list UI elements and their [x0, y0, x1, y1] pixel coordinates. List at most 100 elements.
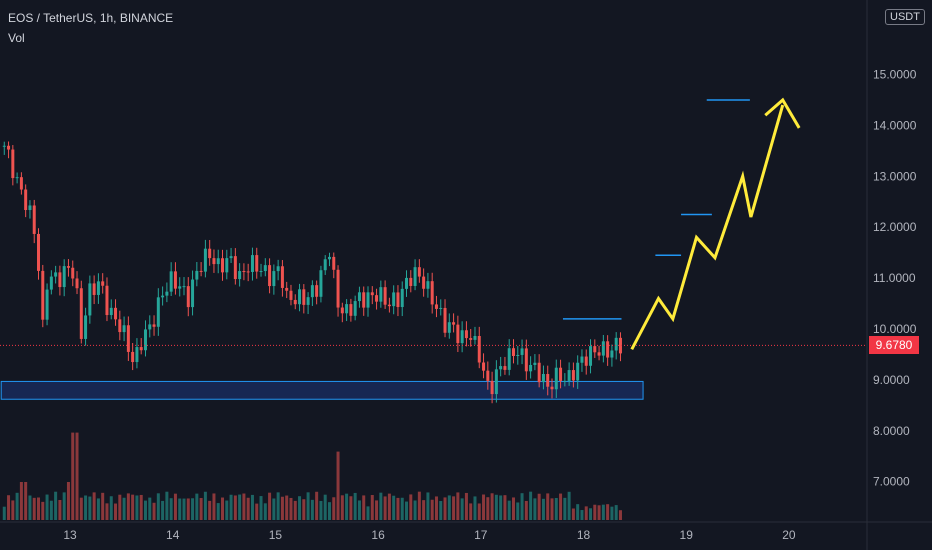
candle-body	[370, 292, 374, 296]
candle-body	[375, 295, 379, 302]
candle-body	[584, 356, 588, 366]
candle-body	[357, 292, 361, 302]
candle-body	[482, 362, 486, 371]
volume-bar	[298, 496, 302, 520]
volume-bar	[550, 498, 554, 520]
volume-bar	[15, 492, 19, 520]
candle-body	[546, 374, 550, 387]
candle-body	[208, 248, 212, 259]
candle-body	[88, 283, 92, 316]
volume-bar	[422, 500, 426, 520]
candle-body	[255, 255, 259, 272]
volume-bar	[221, 497, 225, 520]
candle-body	[19, 177, 23, 190]
volume-indicator-label[interactable]: Vol	[8, 31, 25, 45]
candle-body	[554, 367, 558, 390]
candle-body	[576, 362, 580, 381]
volume-bar	[212, 493, 216, 520]
volume-bar	[2, 506, 6, 520]
volume-bar	[276, 492, 280, 520]
candle-body	[345, 304, 349, 314]
volume-bar	[511, 497, 515, 520]
candle-body	[443, 307, 447, 333]
volume-bar	[567, 491, 571, 520]
time-axis[interactable]: 13 14 15 16 17 18 19 20	[63, 528, 796, 542]
volume-bar	[28, 495, 32, 520]
date-tick-label: 14	[166, 528, 180, 542]
candle-body	[413, 267, 417, 286]
candle-body	[400, 288, 404, 308]
candle-body	[293, 299, 297, 305]
candle-body	[229, 256, 233, 259]
candle-body	[84, 315, 88, 339]
candle-body	[571, 370, 575, 381]
volume-bar	[499, 495, 503, 520]
candle-body	[353, 301, 357, 316]
candle-body	[2, 145, 6, 147]
symbol-title[interactable]: EOS / TetherUS, 1h, BINANCE	[8, 11, 174, 25]
candle-body	[490, 380, 494, 395]
projection-arrow-head[interactable]	[764, 97, 801, 129]
candle-body	[216, 258, 220, 265]
candle-body	[71, 267, 75, 279]
currency-badge[interactable]: USDT	[885, 9, 925, 25]
volume-bar	[370, 495, 374, 520]
target-levels[interactable]	[562, 99, 750, 320]
candle-body	[24, 189, 28, 211]
price-axis[interactable]: 15.0000 14.0000 13.0000 12.0000 11.0000 10.00…	[873, 68, 917, 489]
volume-bar	[259, 496, 263, 520]
volume-bar	[383, 496, 387, 520]
candle-body	[606, 341, 610, 358]
candle-body	[49, 276, 53, 290]
volume-bar	[601, 504, 605, 520]
candle-body	[199, 270, 203, 272]
candle-body	[280, 266, 284, 288]
volume-bar	[11, 500, 15, 520]
volume-bar	[618, 510, 622, 520]
volume-bar	[199, 498, 203, 520]
candle-body	[405, 277, 409, 289]
candle-body	[610, 350, 614, 358]
candle-body	[387, 304, 391, 307]
candle-body	[392, 292, 396, 307]
volume-bar	[387, 493, 391, 520]
volume-bar	[161, 500, 165, 520]
volume-bar	[165, 491, 169, 520]
volume-bar	[366, 506, 370, 520]
volume-bar	[238, 494, 242, 520]
candle-body	[285, 287, 289, 291]
candle-body	[409, 277, 413, 286]
candle-body	[79, 288, 83, 339]
candle-body	[332, 256, 336, 270]
candle-body	[165, 291, 169, 296]
candle-body	[148, 324, 152, 330]
volume-bar	[191, 498, 195, 520]
candle-body	[62, 266, 66, 288]
volume-bar	[280, 496, 284, 520]
candle-body	[439, 307, 443, 309]
candle-body	[537, 362, 541, 383]
candle-body	[589, 346, 593, 366]
volume-bar	[71, 432, 75, 520]
volume-bar	[516, 502, 520, 520]
candle-body	[246, 271, 250, 273]
projection-zigzag-arrow[interactable]	[630, 104, 785, 351]
support-zone-box[interactable]	[0, 380, 644, 400]
candle-body	[473, 336, 477, 340]
volume-bar	[233, 495, 237, 520]
candle-body	[426, 281, 430, 289]
candle-body	[520, 348, 524, 355]
candle-body	[417, 267, 421, 277]
candle-body	[580, 356, 584, 363]
candle-body	[225, 258, 229, 273]
volume-bar	[7, 495, 11, 520]
candle-body	[310, 285, 314, 298]
candle-body	[486, 370, 490, 381]
candle-body	[516, 354, 520, 356]
candle-body	[28, 205, 32, 211]
volume-bar	[41, 501, 45, 520]
candle-body	[212, 258, 216, 265]
candle-body	[366, 292, 370, 308]
date-tick-label: 19	[680, 528, 694, 542]
